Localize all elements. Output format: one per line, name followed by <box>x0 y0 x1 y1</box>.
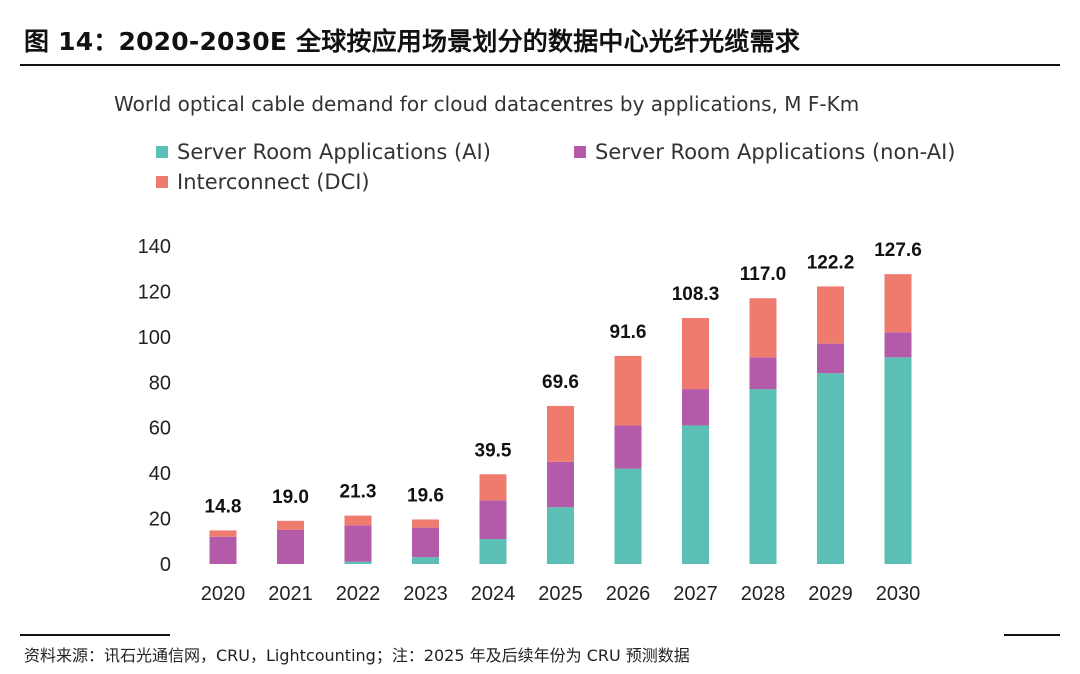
legend-swatch-ai <box>156 146 168 158</box>
y-tick-label: 40 <box>149 463 171 485</box>
bar-segment-non-ai <box>884 332 912 358</box>
y-tick-label: 80 <box>149 372 171 394</box>
bar-segment-ai <box>412 557 439 564</box>
legend-label-dci: Interconnect (DCI) <box>177 170 370 194</box>
legend-label-ai: Server Room Applications (AI) <box>177 140 491 164</box>
bar-segment-non-ai <box>749 357 777 390</box>
legend-swatch-non-ai <box>574 146 586 158</box>
bar-segment-dci <box>817 286 844 344</box>
bar-segment-non-ai <box>277 529 304 564</box>
bar-segment-ai <box>547 507 574 564</box>
bar-segment-dci <box>749 298 777 358</box>
bar-segment-non-ai <box>682 389 709 426</box>
bar-segment-non-ai <box>614 425 642 469</box>
bar-segment-dci <box>412 519 439 528</box>
bar-total-label: 69.6 <box>542 372 579 393</box>
bar-total-label: 21.3 <box>340 482 377 503</box>
bar-segment-non-ai <box>817 343 844 374</box>
bar-segment-dci <box>344 515 372 526</box>
x-tick-label: 2026 <box>606 583 651 605</box>
bar-segment-non-ai <box>412 527 439 558</box>
bar-segment-ai <box>817 373 844 564</box>
y-tick-label: 60 <box>149 418 171 440</box>
bar-total-label: 14.8 <box>205 496 242 517</box>
bar-total-label: 122.2 <box>807 252 855 273</box>
bar-segment-dci <box>277 520 304 530</box>
bar-segment-ai <box>479 539 507 564</box>
bar-segment-non-ai <box>209 536 237 564</box>
y-tick-label: 20 <box>149 509 171 531</box>
bar-segment-non-ai <box>479 500 507 540</box>
bar-total-label: 91.6 <box>610 322 647 343</box>
x-tick-label: 2022 <box>336 583 381 605</box>
figure-title: 图 14：2020-2030E 全球按应用场景划分的数据中心光纤光缆需求 <box>24 27 801 56</box>
bar-total-label: 117.0 <box>740 264 787 285</box>
legend-item-ai: Server Room Applications (AI) <box>156 140 491 164</box>
legend-item-non-ai: Server Room Applications (non-AI) <box>574 140 956 164</box>
footer-divider-left <box>20 634 170 636</box>
bar-segment-dci <box>479 474 507 501</box>
bar-segment-non-ai <box>344 525 372 562</box>
y-tick-label: 120 <box>138 281 171 303</box>
bar-segment-ai <box>884 357 912 564</box>
y-tick-label: 140 <box>138 236 171 258</box>
bar-segment-ai <box>614 468 642 564</box>
x-tick-label: 2028 <box>741 583 786 605</box>
bar-total-label: 108.3 <box>672 284 720 305</box>
x-tick-label: 2024 <box>471 583 516 605</box>
bar-segment-dci <box>884 274 912 333</box>
bar-segment-dci <box>547 405 574 462</box>
x-tick-label: 2030 <box>876 583 921 605</box>
y-tick-label: 100 <box>138 327 171 349</box>
bar-segment-dci <box>682 318 709 390</box>
legend-item-dci: Interconnect (DCI) <box>156 170 370 194</box>
bar-segment-ai <box>682 425 709 564</box>
bar-segment-dci <box>614 355 642 426</box>
x-tick-label: 2020 <box>201 583 246 605</box>
bar-segment-non-ai <box>547 461 574 508</box>
footer-divider-right <box>1004 634 1060 636</box>
chart-title: World optical cable demand for cloud dat… <box>114 92 860 116</box>
x-tick-label: 2021 <box>268 583 313 605</box>
legend-label-non-ai: Server Room Applications (non-AI) <box>595 140 956 164</box>
x-tick-label: 2027 <box>673 583 718 605</box>
legend-swatch-dci <box>156 176 168 188</box>
source-note: 资料来源：讯石光通信网，CRU，Lightcounting；注：2025 年及后… <box>24 646 690 665</box>
bar-total-label: 127.6 <box>874 240 922 261</box>
x-tick-label: 2025 <box>538 583 583 605</box>
bar-segment-dci <box>209 530 237 537</box>
bar-total-label: 19.0 <box>272 487 309 508</box>
x-tick-label: 2029 <box>808 583 853 605</box>
bar-total-label: 19.6 <box>407 485 444 506</box>
bar-total-label: 39.5 <box>475 440 512 461</box>
x-tick-label: 2023 <box>403 583 448 605</box>
y-tick-label: 0 <box>160 554 171 576</box>
bar-segment-ai <box>344 561 372 564</box>
bar-segment-ai <box>749 389 777 564</box>
title-divider <box>20 64 1060 66</box>
